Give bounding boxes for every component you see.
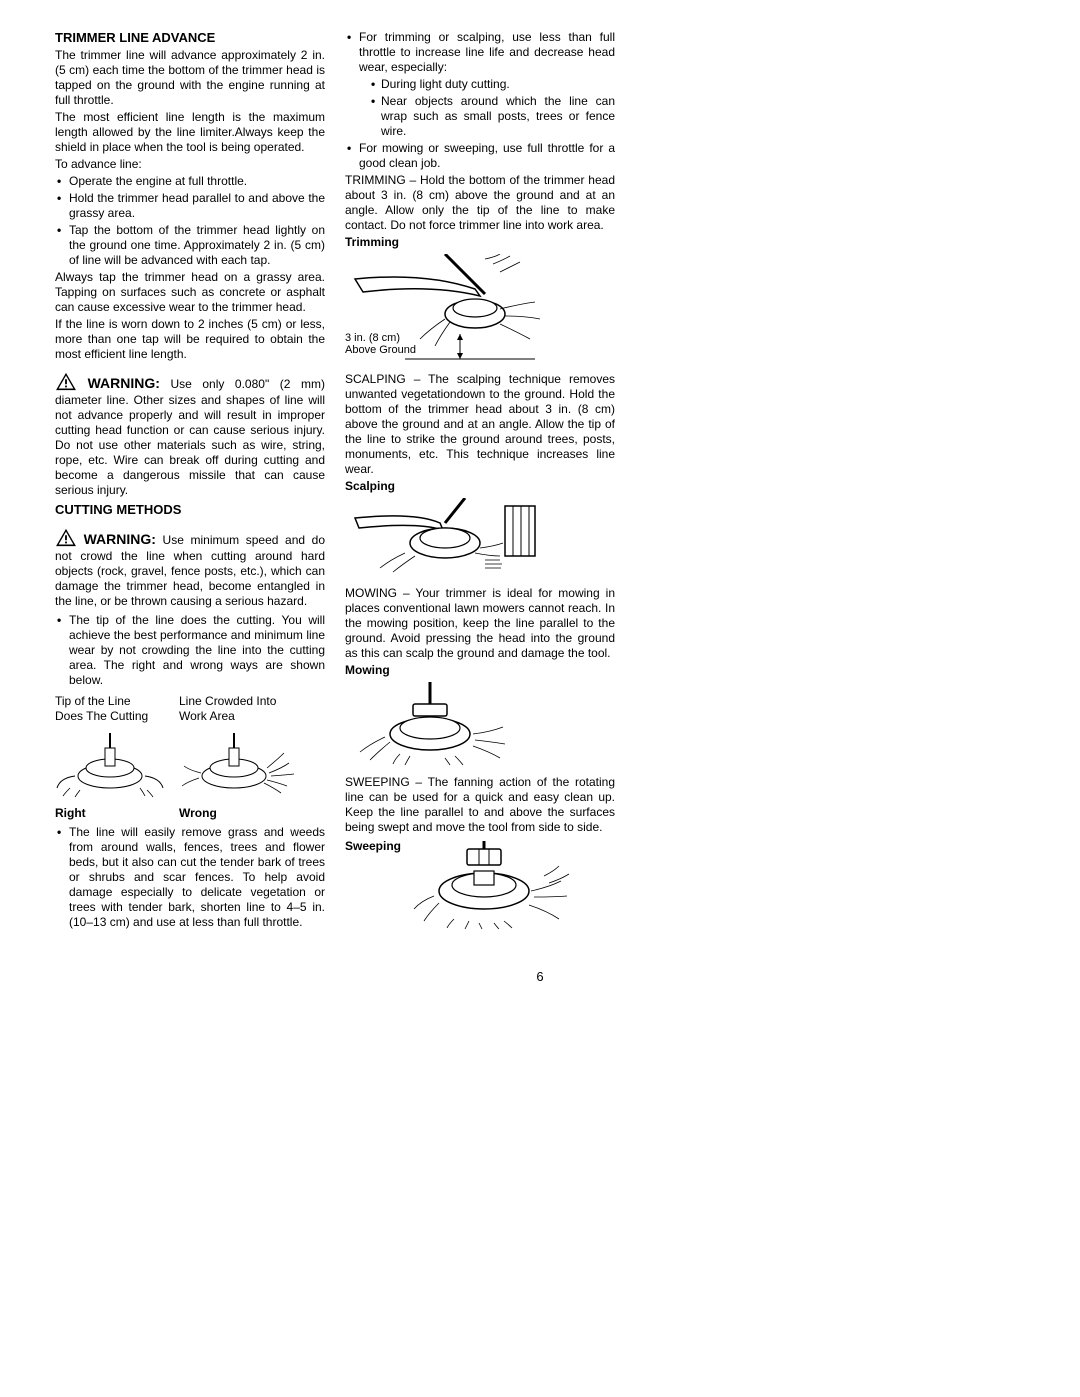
warning-label: WARNING: bbox=[84, 531, 156, 547]
right-cell: Tip of the Line Does The Cutting Right bbox=[55, 694, 175, 821]
top-list: For trimming or scalping, use less than … bbox=[345, 30, 615, 171]
list-item: During light duty cutting. bbox=[369, 77, 615, 92]
caption-tip-line2: Does The Cutting bbox=[55, 709, 175, 724]
caption-trimming: Trimming bbox=[345, 235, 615, 250]
warning-icon bbox=[55, 372, 77, 391]
sweeping-diagram bbox=[409, 841, 579, 931]
para-always-tap: Always tap the trimmer head on a grassy … bbox=[55, 270, 325, 315]
list-item: Hold the trimmer head parallel to and ab… bbox=[55, 191, 325, 221]
list-item: For trimming or scalping, use less than … bbox=[345, 30, 615, 139]
scalping-diagram bbox=[345, 498, 615, 578]
caption-crowd-line2: Work Area bbox=[179, 709, 299, 724]
trim-annotation-1: 3 in. (8 cm) bbox=[345, 332, 400, 344]
warning-2: WARNING: Use minimum speed and do not cr… bbox=[55, 528, 325, 609]
tip-list: The tip of the line does the cutting. Yo… bbox=[55, 613, 325, 688]
warning-text: Use only 0.080" (2 mm) diameter line. Ot… bbox=[55, 377, 325, 497]
page-content: TRIMMER LINE ADVANCE The trimmer line wi… bbox=[55, 30, 615, 939]
left-column: TRIMMER LINE ADVANCE The trimmer line wi… bbox=[55, 30, 325, 939]
list-item: Operate the engine at full throttle. bbox=[55, 174, 325, 189]
right-wrong-row: Tip of the Line Does The Cutting Right bbox=[55, 694, 325, 821]
right-column: For trimming or scalping, use less than … bbox=[345, 30, 615, 939]
para-to-advance: To advance line: bbox=[55, 157, 325, 172]
heading-trimmer-line: TRIMMER LINE ADVANCE bbox=[55, 30, 325, 46]
caption-right: Right bbox=[55, 806, 175, 821]
line-easy-list: The line will easily remove grass and we… bbox=[55, 825, 325, 930]
para-mowing: MOWING – Your trimmer is ideal for mowin… bbox=[345, 586, 615, 661]
para-sweeping: SWEEPING – The fanning action of the rot… bbox=[345, 775, 615, 835]
list-item: The line will easily remove grass and we… bbox=[55, 825, 325, 930]
heading-cutting-methods: CUTTING METHODS bbox=[55, 502, 325, 518]
warning-icon bbox=[55, 528, 77, 547]
caption-mowing: Mowing bbox=[345, 663, 615, 678]
caption-tip-line1: Tip of the Line bbox=[55, 694, 175, 709]
advance-list: Operate the engine at full throttle. Hol… bbox=[55, 174, 325, 268]
trim-annotation-2: Above Ground bbox=[345, 344, 416, 356]
list-text: For trimming or scalping, use less than … bbox=[359, 30, 615, 74]
list-item: The tip of the line does the cutting. Yo… bbox=[55, 613, 325, 688]
para-intro2: The most efficient line length is the ma… bbox=[55, 110, 325, 155]
sweeping-row: Sweeping bbox=[345, 837, 615, 939]
list-item: Near objects around which the line can w… bbox=[369, 94, 615, 139]
caption-scalping: Scalping bbox=[345, 479, 615, 494]
list-item: Tap the bottom of the trimmer head light… bbox=[55, 223, 325, 268]
para-scalping: SCALPING – The scalping technique remove… bbox=[345, 372, 615, 477]
sub-list: During light duty cutting. Near objects … bbox=[359, 77, 615, 139]
page-number: 6 bbox=[50, 969, 1030, 985]
warning-label: WARNING: bbox=[88, 375, 160, 391]
caption-sweeping: Sweeping bbox=[345, 839, 401, 854]
wrong-cell: Line Crowded Into Work Area Wrong bbox=[179, 694, 299, 821]
list-item: For mowing or sweeping, use full throttl… bbox=[345, 141, 615, 171]
caption-wrong: Wrong bbox=[179, 806, 299, 821]
caption-crowd-line1: Line Crowded Into bbox=[179, 694, 299, 709]
para-intro1: The trimmer line will advance approximat… bbox=[55, 48, 325, 108]
trimming-diagram: 3 in. (8 cm) Above Ground bbox=[345, 254, 615, 364]
para-worn: If the line is worn down to 2 inches (5 … bbox=[55, 317, 325, 362]
warning-1: WARNING: Use only 0.080" (2 mm) diameter… bbox=[55, 372, 325, 498]
wrong-diagram bbox=[179, 728, 299, 798]
para-trimming: TRIMMING – Hold the bottom of the trimme… bbox=[345, 173, 615, 233]
right-diagram bbox=[55, 728, 175, 798]
mowing-diagram bbox=[345, 682, 615, 767]
